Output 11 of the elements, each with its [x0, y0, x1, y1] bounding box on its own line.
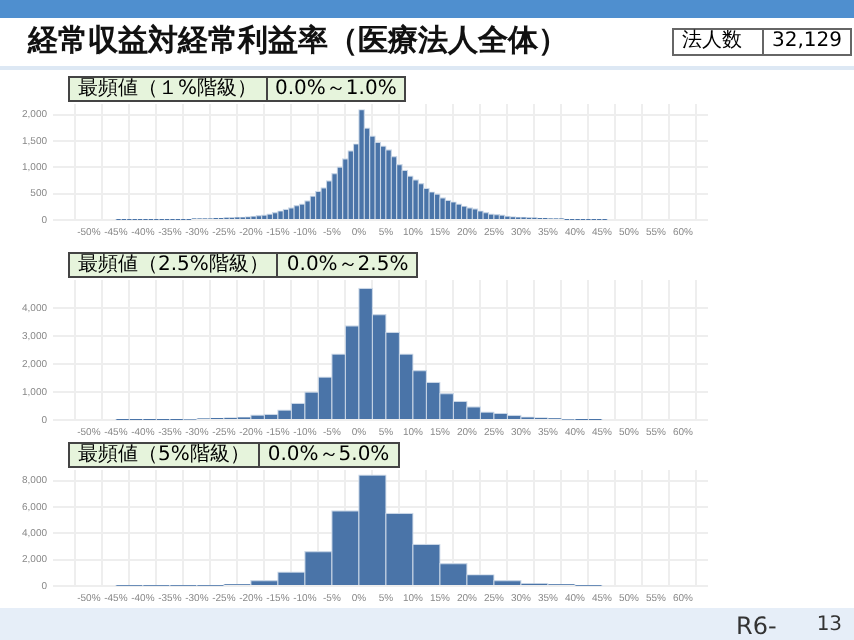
text: 0.0%～1.0%: [273, 78, 399, 100]
chart-title: 経常収益対経常利益率（医療法人全体）: [28, 22, 568, 60]
text: 0.0%～2.5%: [284, 254, 411, 276]
text: 0.0%～5.0%: [265, 444, 392, 466]
text: 最頻値（2.5%階級）: [70, 254, 279, 276]
text: 32,129: [770, 30, 844, 54]
text: 最頻値（5%階級）: [70, 444, 260, 466]
text: 最頻値（１%階級）: [70, 78, 268, 100]
text: 13: [816, 612, 843, 640]
text: 法人数: [674, 30, 764, 54]
text: R6-: [736, 612, 777, 640]
